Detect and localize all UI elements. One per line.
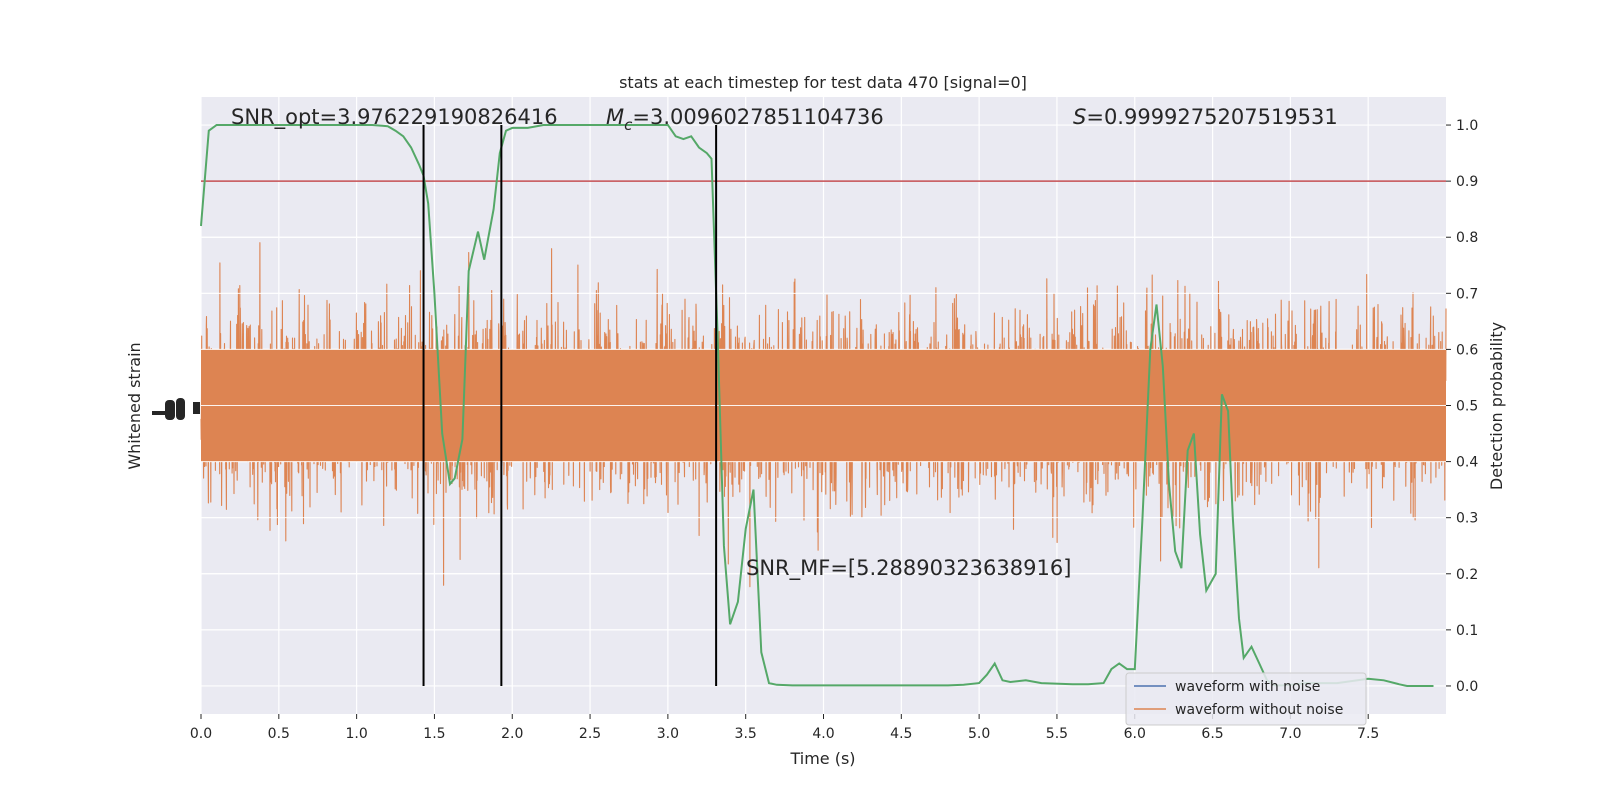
vertical-markers: [422, 125, 718, 686]
strain-tick-mark: [165, 400, 175, 420]
x-tick-label: 3.0: [657, 726, 679, 742]
y-tick-label: 0.4: [1456, 455, 1478, 471]
s-symbol: S: [1073, 105, 1086, 129]
y-tick-label: 0.6: [1456, 342, 1478, 358]
x-tick-label: 5.5: [1046, 726, 1068, 742]
s-value: =0.9999275207519531: [1086, 105, 1337, 129]
y-axis-left-label: Whitened strain: [125, 342, 144, 469]
strain-tick-mark: [152, 411, 166, 415]
x-tick-label: 3.5: [735, 726, 757, 742]
y-tick-label: 0.9: [1456, 174, 1478, 190]
x-tick-label: 0.5: [268, 726, 290, 742]
legend-label-without-noise: waveform without noise: [1175, 702, 1343, 718]
x-axis-ticks: 0.0 0.5 1.0 1.5 2.0 2.5 3.0 3.5 4.0 4.5 5.0 5.5 6.0 6…: [190, 714, 1379, 742]
chart-title: stats at each timestep for test data 470…: [619, 73, 1027, 92]
x-tick-label: 6.0: [1124, 726, 1146, 742]
y-tick-label: 0.3: [1456, 511, 1478, 527]
noise-waveform-series: [200, 124, 1447, 687]
detection-probability-line: [200, 124, 1434, 687]
legend-box: [1125, 672, 1367, 726]
y-tick-label: 0.2: [1456, 567, 1478, 583]
x-axis-label: Time (s): [789, 749, 855, 768]
x-tick-label: 7.5: [1357, 726, 1379, 742]
chirp-mass-symbol: M: [606, 105, 624, 129]
y-tick-label: 0.7: [1456, 286, 1478, 302]
chirp-mass-value: =3.0096027851104736: [632, 105, 883, 129]
y-tick-label: 0.0: [1456, 679, 1478, 695]
snr-opt-annotation: SNR_opt=3.976229190826416: [231, 105, 558, 130]
x-tick-label: 2.0: [501, 726, 523, 742]
x-tick-label: 7.0: [1279, 726, 1301, 742]
s-annotation: S=0.9999275207519531: [1073, 105, 1338, 129]
x-tick-label: 4.5: [890, 726, 912, 742]
x-tick-label: 4.0: [812, 726, 834, 742]
x-tick-label: 1.5: [423, 726, 445, 742]
chirp-mass-annotation: Mc=3.0096027851104736: [606, 105, 884, 134]
x-tick-label: 6.5: [1201, 726, 1223, 742]
chirp-mass-subscript: c: [624, 116, 633, 134]
snr-mf-annotation: SNR_MF=[5.28890323638916]: [746, 556, 1071, 581]
x-tick-label: 2.5: [579, 726, 601, 742]
x-tick-label: 0.0: [190, 726, 212, 742]
y-axis-right-ticks: 0.0 0.1 0.2 0.3 0.4 0.5 0.6 0.7 0.8 0.9 1.0: [1446, 118, 1478, 695]
strain-tick-mark: [176, 398, 185, 420]
x-tick-label: 5.0: [968, 726, 990, 742]
y-tick-label: 0.5: [1456, 399, 1478, 415]
y-tick-label: 0.8: [1456, 230, 1478, 246]
detection-probability-layer: [200, 124, 1434, 687]
strain-tick-labels: [152, 398, 200, 420]
y-axis-right-label: Detection probability: [1487, 322, 1506, 490]
legend-label-with-noise: waveform with noise: [1175, 679, 1320, 695]
y-tick-label: 0.1: [1456, 623, 1478, 639]
y-tick-label: 1.0: [1456, 118, 1478, 134]
strain-tick-mark: [193, 402, 200, 414]
legend: waveform with noise waveform without noi…: [1125, 672, 1367, 726]
x-tick-label: 1.0: [345, 726, 367, 742]
